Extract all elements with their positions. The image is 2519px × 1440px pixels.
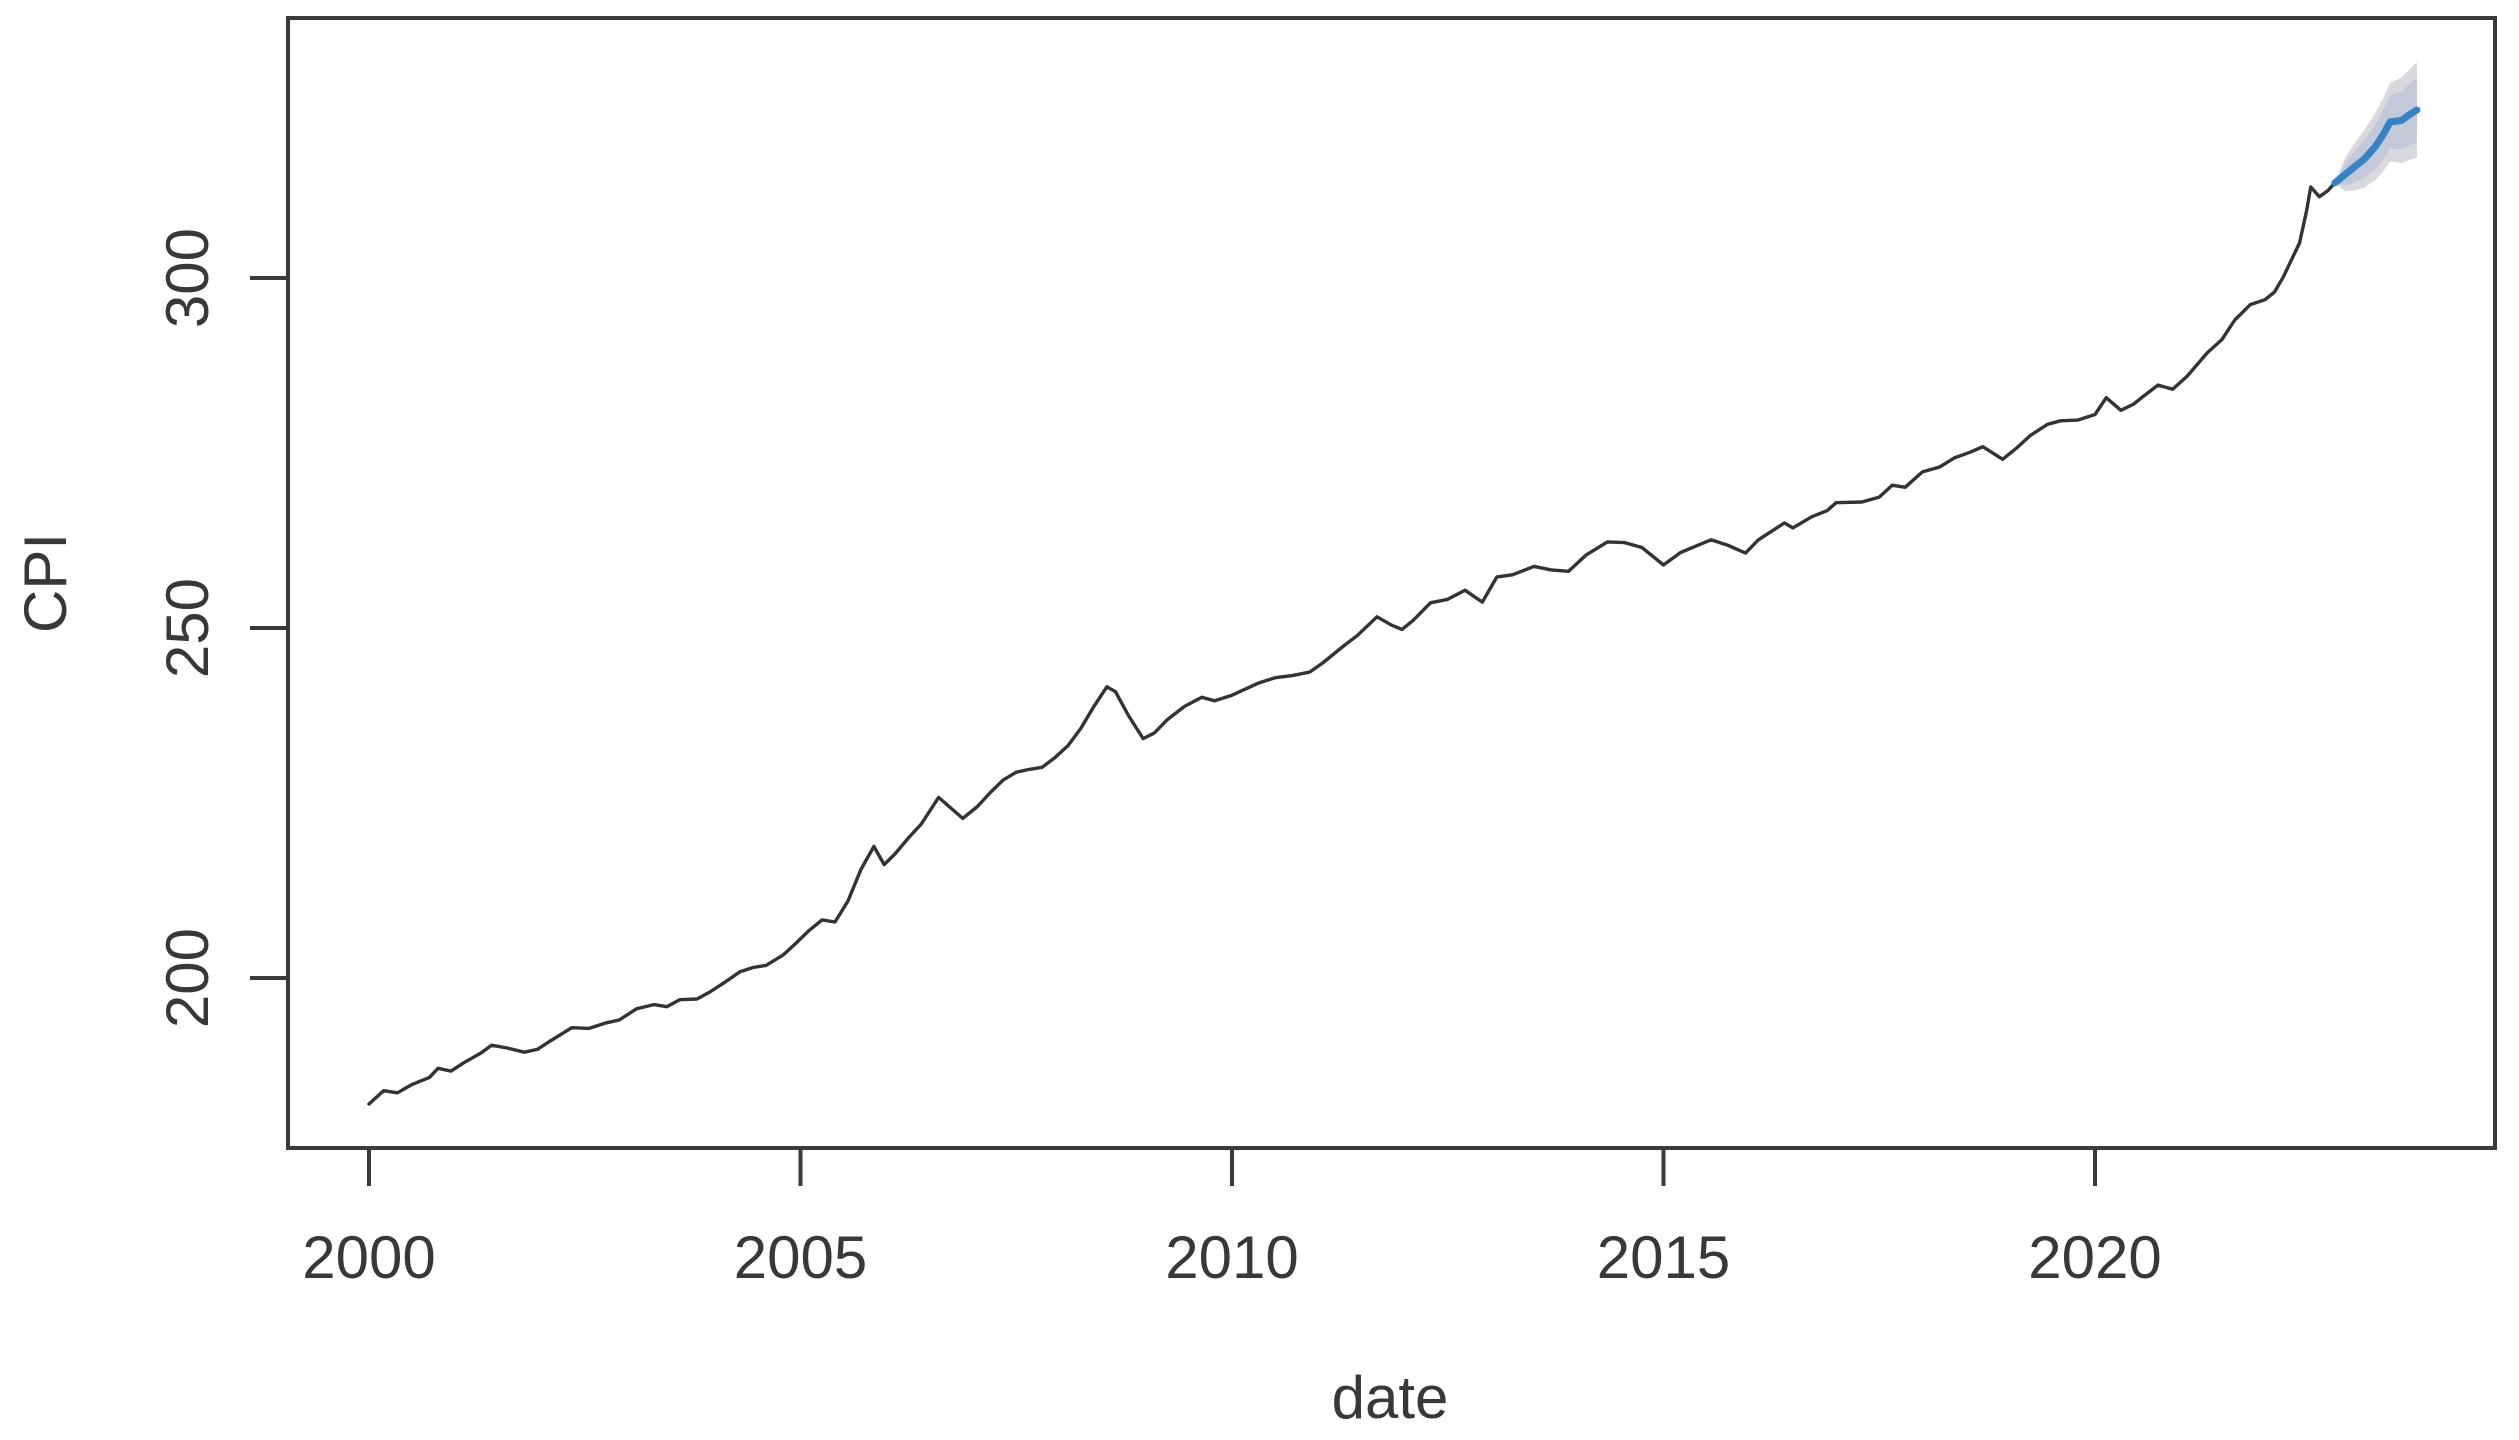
x-tick-label: 2010	[1165, 1224, 1298, 1291]
history-line	[367, 181, 2337, 1106]
x-axis-title: date	[1332, 1364, 1449, 1431]
ci-inner-band	[2334, 77, 2417, 186]
series-lines-layer	[367, 106, 2421, 1106]
plot-box	[286, 16, 2497, 1150]
y-tick-label: 250	[154, 578, 221, 678]
x-tick-label: 2015	[1597, 1224, 1730, 1291]
y-tick-label: 300	[154, 228, 221, 328]
confidence-bands-layer	[2334, 62, 2417, 192]
x-axis: 2000 2005 2010 2015 2020	[302, 1148, 2162, 1291]
y-axis: 200 250 300	[154, 228, 288, 1028]
x-tick-label: 2005	[734, 1224, 867, 1291]
x-tick-label: 2020	[2028, 1224, 2161, 1291]
y-axis-title: CPI	[12, 533, 79, 633]
y-tick-label: 200	[154, 928, 221, 1028]
forecast-line	[2331, 106, 2421, 187]
x-tick-label: 2000	[302, 1224, 435, 1291]
